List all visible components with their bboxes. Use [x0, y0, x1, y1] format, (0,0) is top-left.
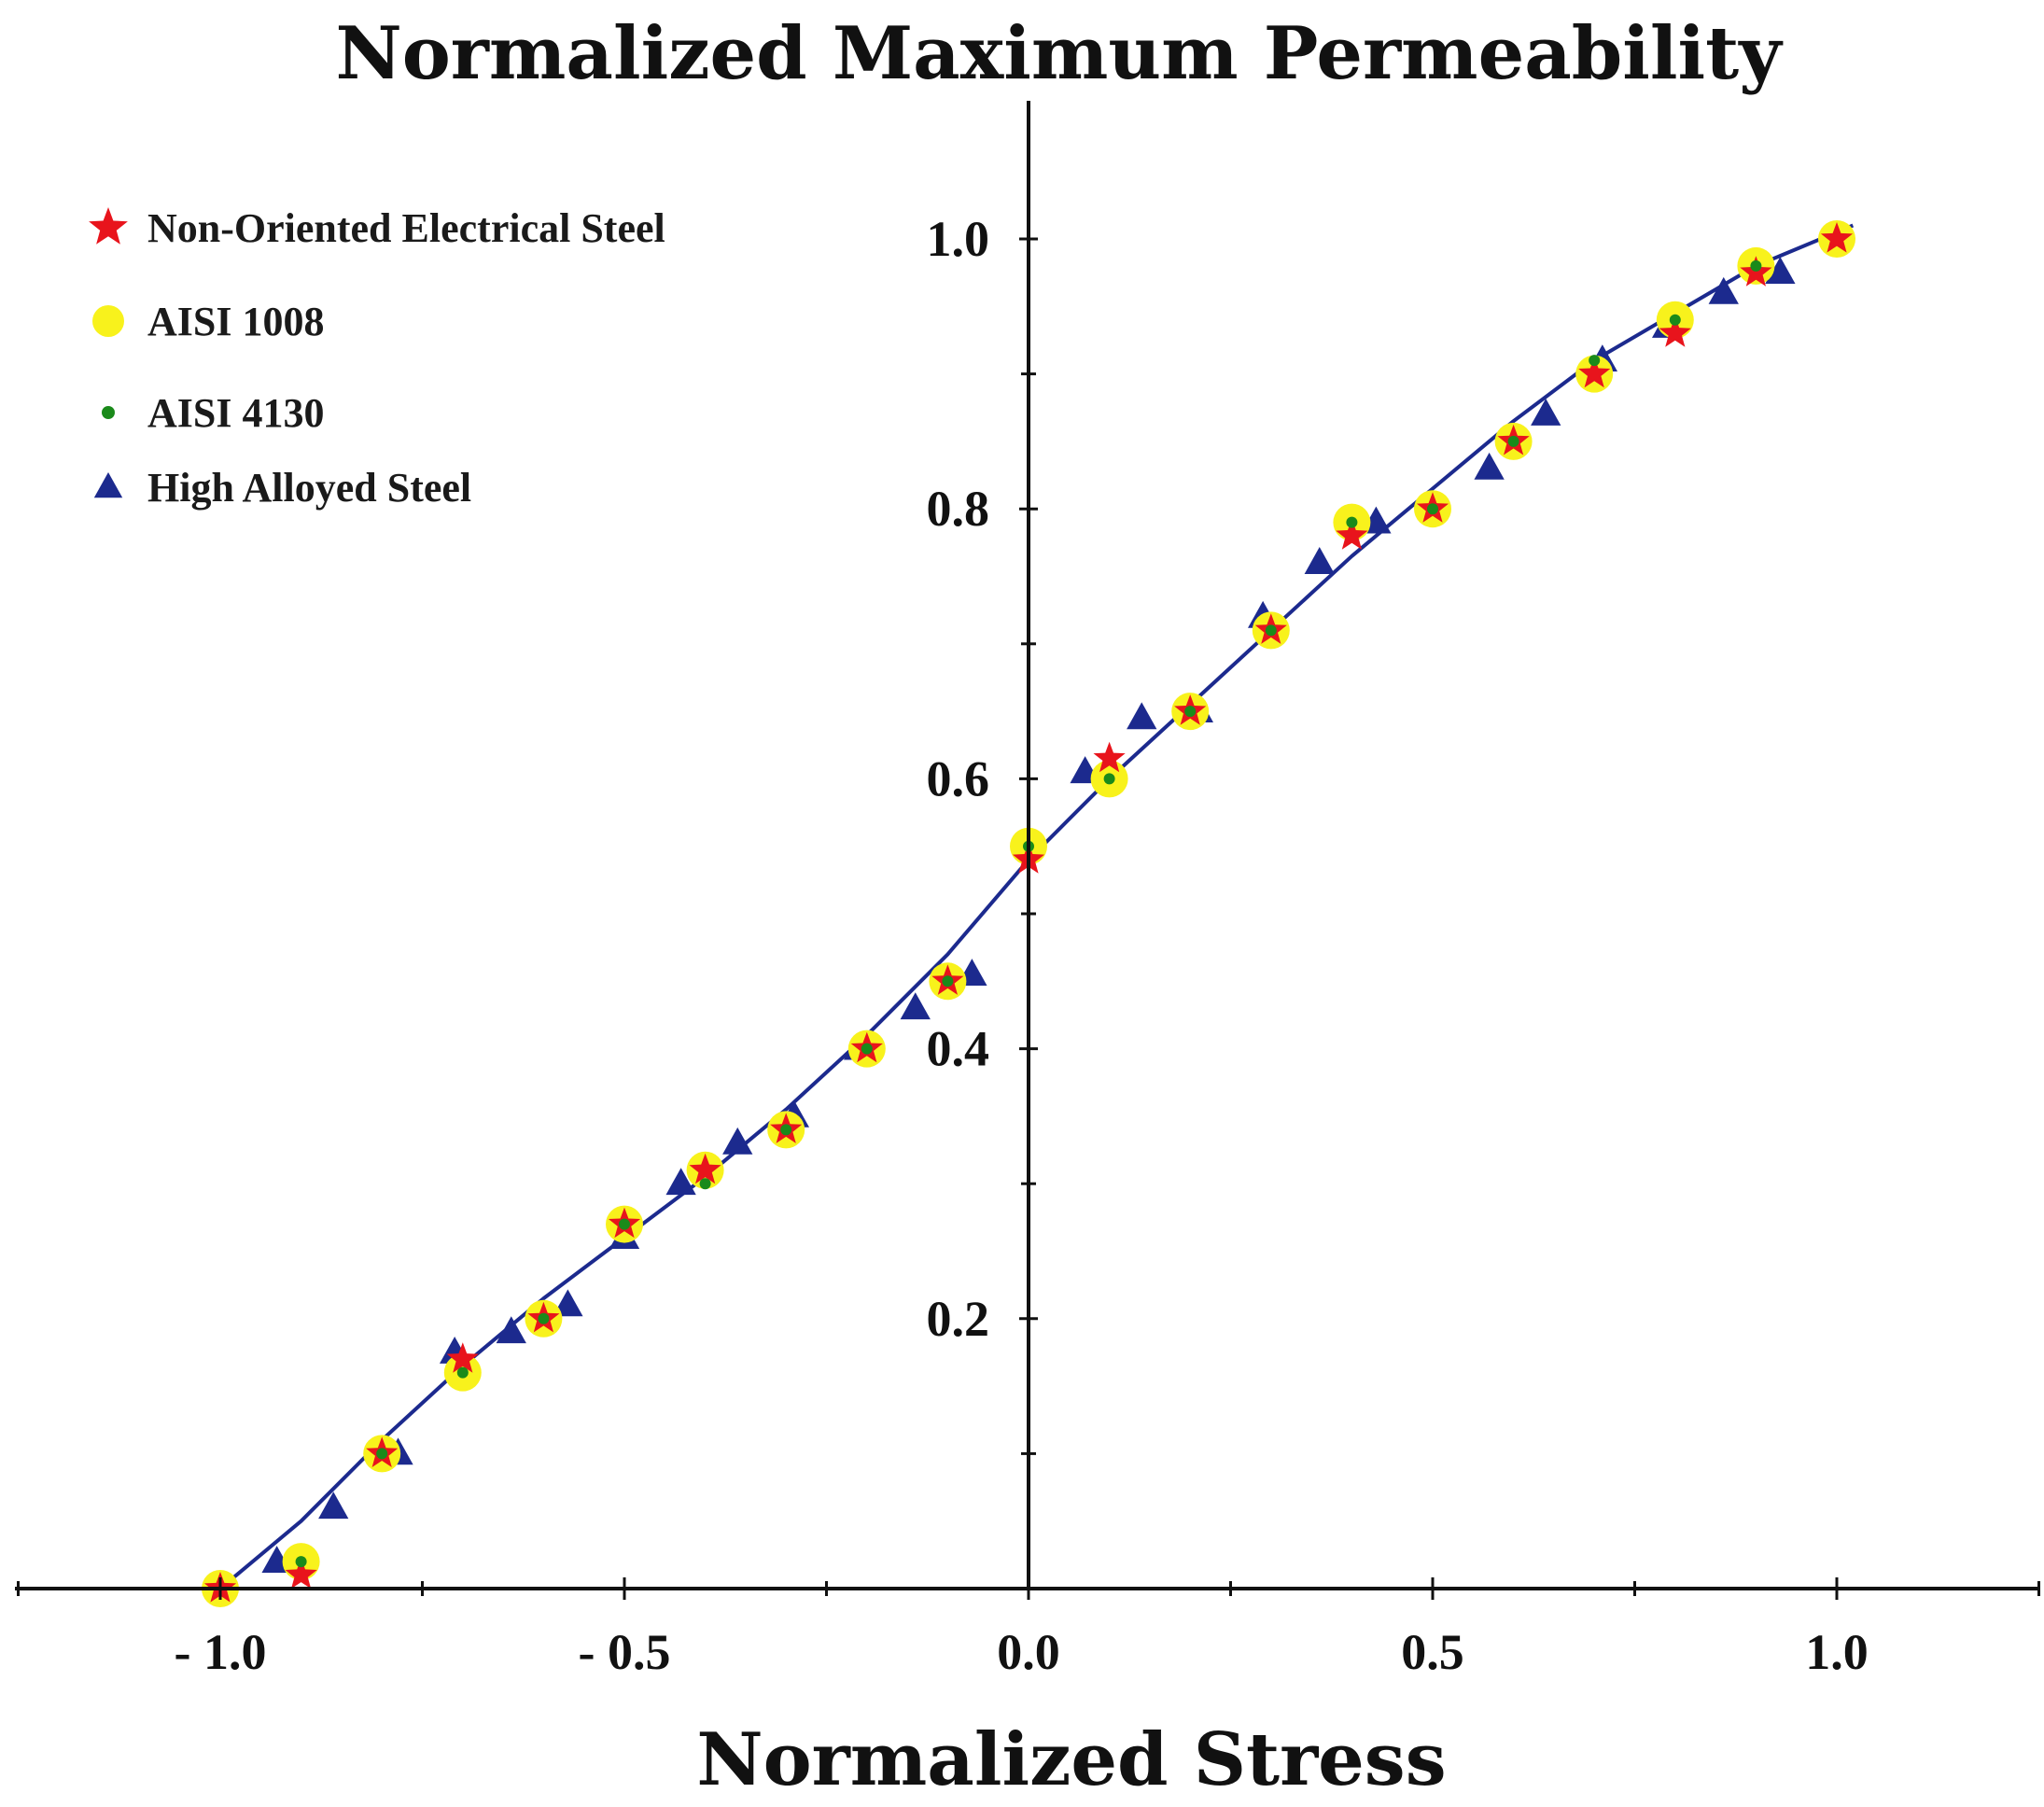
- dot-point: [780, 1124, 792, 1136]
- dot-point: [295, 1556, 307, 1568]
- legend-entry: AISI 1008: [92, 299, 325, 344]
- triangle-point: [722, 1127, 753, 1155]
- triangle-point: [1531, 398, 1561, 426]
- star-point: [1093, 741, 1126, 773]
- dot-point: [942, 975, 954, 988]
- dot-point: [699, 1178, 711, 1190]
- star-point: [689, 1153, 721, 1184]
- star-point: [1820, 222, 1854, 253]
- axes: - 1.0 - 0.5 0.0 0.5 1.0 0.2 0.4 0.6 0.8 1.0: [15, 101, 2040, 1680]
- dot-point: [1427, 503, 1438, 515]
- x-tick-label: 1.0: [1805, 1624, 1869, 1680]
- star-point: [1659, 316, 1691, 347]
- x-axis-label: Normalized Stress: [696, 1717, 1446, 1802]
- y-tick-label: 1.0: [927, 211, 990, 267]
- star-point: [446, 1342, 479, 1373]
- triangle-point: [318, 1492, 349, 1520]
- dot-point: [376, 1448, 388, 1460]
- dot-point: [1265, 624, 1277, 637]
- legend-label: High Alloyed Steel: [147, 465, 471, 511]
- dot-point: [538, 1312, 550, 1324]
- legend: Non-Oriented Electrical Steel AISI 1008 AI…: [89, 205, 665, 511]
- triangle-point: [900, 992, 931, 1020]
- triangle-point: [1474, 452, 1505, 480]
- triangle-point: [665, 1168, 696, 1196]
- legend-entry: Non-Oriented Electrical Steel: [89, 205, 665, 251]
- star-point: [285, 1558, 317, 1590]
- dot-point: [1507, 435, 1519, 447]
- triangle-point: [1765, 257, 1796, 285]
- star-point: [1578, 357, 1611, 388]
- legend-label: AISI 4130: [147, 390, 325, 436]
- chart-title: Normalized Maximum Permeability: [335, 11, 1784, 96]
- x-tick-label: 0.5: [1401, 1624, 1464, 1680]
- star-legend-icon: [89, 207, 128, 245]
- triangle-point: [1708, 276, 1739, 304]
- triangle-point: [553, 1289, 583, 1317]
- dot-point: [861, 1043, 873, 1055]
- y-tick-label: 0.2: [927, 1291, 990, 1347]
- legend-entry: AISI 4130: [102, 390, 325, 436]
- x-ticks: - 1.0 - 0.5 0.0 0.5 1.0: [17, 1577, 2040, 1680]
- dot-point: [456, 1366, 469, 1379]
- legend-entry: High Alloyed Steel: [93, 465, 471, 511]
- legend-label: Non-Oriented Electrical Steel: [147, 205, 665, 251]
- dot-point: [1184, 706, 1197, 718]
- y-tick-label: 0.6: [927, 750, 990, 806]
- dot-point: [1669, 314, 1681, 326]
- data-points-layer: [202, 220, 1855, 1607]
- legend-label: AISI 1008: [147, 299, 325, 344]
- y-tick-label: 0.4: [927, 1021, 990, 1077]
- star-point: [1336, 519, 1368, 550]
- circle-legend-icon: [92, 305, 124, 337]
- dot-point: [1346, 516, 1358, 528]
- dot-legend-icon: [102, 406, 115, 419]
- triangle-point: [496, 1316, 526, 1344]
- y-ticks: 0.2 0.4 0.6 0.8 1.0: [927, 211, 1038, 1455]
- triangle-legend-icon: [93, 472, 123, 498]
- dot-point: [1589, 355, 1601, 367]
- x-tick-label: - 1.0: [175, 1624, 267, 1680]
- triangle-point: [1304, 547, 1335, 574]
- dot-point: [1750, 259, 1762, 272]
- dot-point: [619, 1218, 630, 1230]
- y-tick-label: 0.8: [927, 481, 990, 537]
- x-tick-label: - 0.5: [579, 1624, 671, 1680]
- dot-point: [1103, 773, 1115, 785]
- x-tick-label: 0.0: [997, 1624, 1060, 1680]
- triangle-point: [1127, 702, 1157, 730]
